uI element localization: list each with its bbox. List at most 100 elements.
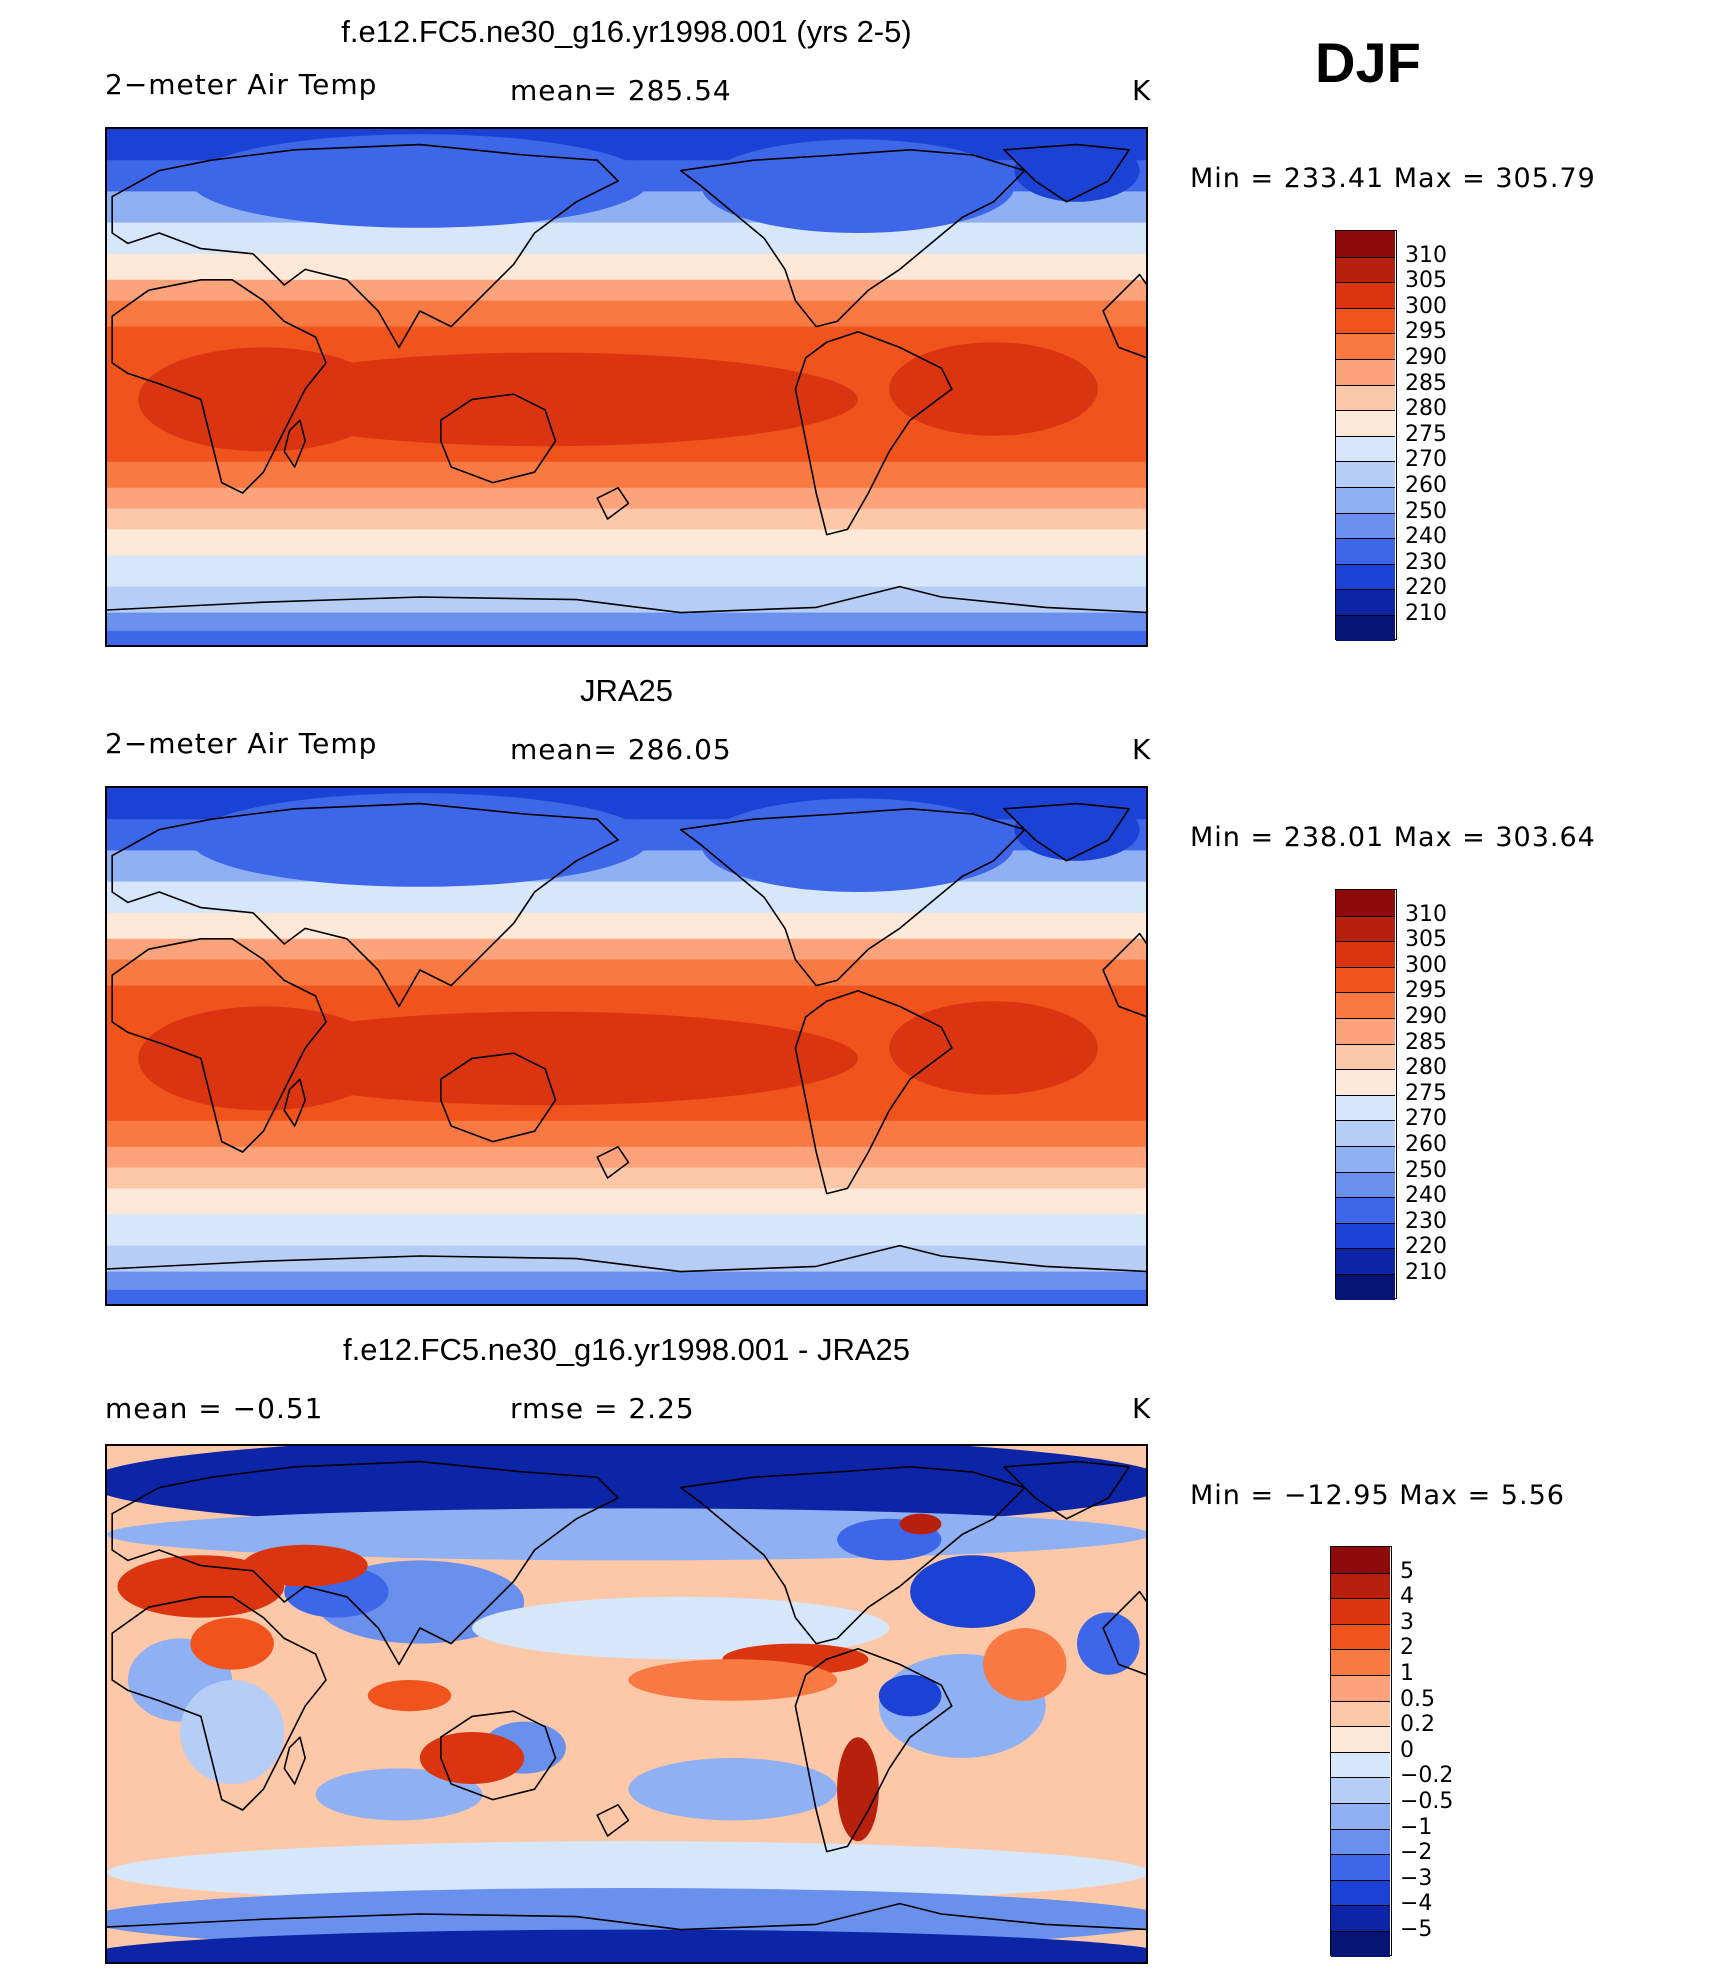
colorbar-tick-label: 0.2 xyxy=(1400,1712,1435,1738)
colorbar-tick-label: −5 xyxy=(1400,1917,1433,1942)
colorbar-tick-label: 295 xyxy=(1405,978,1447,1004)
coastline-africa xyxy=(111,1596,327,1811)
coastline-australia xyxy=(440,393,557,484)
colorbar-tick-label: −3 xyxy=(1400,1865,1433,1891)
coastline-eurasia xyxy=(111,143,619,349)
minmax-label-obs: Min = 238.01 Max = 303.64 xyxy=(1190,822,1596,853)
temperature-band xyxy=(107,586,1146,614)
diff-region xyxy=(837,1737,879,1842)
warm-pool xyxy=(889,1001,1098,1095)
colorbar-swatch xyxy=(1336,307,1395,334)
colorbar-swatch xyxy=(1331,1879,1390,1906)
temperature-band xyxy=(107,912,1146,940)
diff-region xyxy=(899,1513,942,1535)
temperature-band xyxy=(107,300,1146,328)
diff-region xyxy=(180,1680,285,1784)
temperature-band xyxy=(107,222,1146,255)
colorbar-tick-label: 0.5 xyxy=(1400,1686,1435,1712)
colorbar-swatch xyxy=(1336,256,1395,283)
temperature-band xyxy=(107,529,1146,557)
warm-pool xyxy=(138,1006,389,1111)
colorbar-boxes xyxy=(1330,1546,1392,1957)
colorbar-tick-label: 220 xyxy=(1405,575,1447,601)
colorbar-swatch xyxy=(1331,1751,1390,1778)
map-model xyxy=(105,127,1148,647)
diff-region xyxy=(190,1617,274,1670)
colorbar-swatch xyxy=(1336,1248,1395,1274)
diff-region xyxy=(910,1555,1036,1628)
coastline-antarctica xyxy=(107,1244,1146,1273)
colorbar-tick-label: 3 xyxy=(1400,1609,1414,1635)
coastline-australia xyxy=(440,1710,557,1801)
colorbar-tick-label: 290 xyxy=(1405,345,1447,370)
coastline-greenland xyxy=(1003,143,1130,203)
cold-region xyxy=(1014,798,1140,861)
diff-region xyxy=(628,1659,838,1701)
units-label-model: K xyxy=(1132,74,1152,107)
colorbar-tick-label: 240 xyxy=(1405,1183,1447,1209)
panel-title-model: f.e12.FC5.ne30_g16.yr1998.001 (yrs 2-5) xyxy=(341,14,912,49)
colorbar-swatch xyxy=(1336,435,1395,462)
warm-pool xyxy=(138,347,389,452)
temperature-band xyxy=(107,508,1146,531)
coastlines xyxy=(107,1460,1146,1931)
coastline-southamerica xyxy=(794,990,953,1195)
colorbar-boxes xyxy=(1335,230,1397,641)
coastline-antarctica xyxy=(107,585,1146,614)
map-diff xyxy=(105,1444,1148,1964)
colorbar-swatch xyxy=(1336,615,1395,641)
colorbar-swatch xyxy=(1331,1726,1390,1752)
temperature-band xyxy=(107,881,1146,914)
coastline-newzealand xyxy=(596,1146,630,1179)
diff-region xyxy=(107,1446,1146,1530)
colorbar-swatch xyxy=(1336,1120,1395,1146)
colorbar-tick-label: 270 xyxy=(1405,1106,1447,1132)
coastline-africa xyxy=(111,279,327,494)
panel-title-obs: JRA25 xyxy=(579,673,674,708)
colorbar-swatch xyxy=(1336,538,1395,564)
colorbar-boxes xyxy=(1335,889,1397,1300)
coastlines xyxy=(107,143,1146,614)
colorbar-swatch xyxy=(1336,966,1395,993)
colorbar-tick-label: 310 xyxy=(1405,242,1447,268)
colorbar-swatch xyxy=(1336,487,1395,513)
colorbar-swatch xyxy=(1336,1274,1395,1300)
colorbar-tick-label: 240 xyxy=(1405,524,1447,550)
colorbar-tick-label: 1 xyxy=(1400,1661,1414,1686)
colorbar-swatch xyxy=(1336,992,1395,1018)
diff-region xyxy=(628,1758,838,1821)
temperature-band xyxy=(107,279,1146,302)
variable-label-obs: 2−meter Air Temp xyxy=(105,727,378,760)
polar-cold xyxy=(107,1289,1146,1304)
colorbar-tick-label: 2 xyxy=(1400,1635,1414,1661)
colorbar-swatch xyxy=(1331,1623,1390,1650)
colorbar-tick-label: 305 xyxy=(1405,268,1447,294)
temperature-band xyxy=(107,1146,1146,1169)
coastline-northamerica xyxy=(679,149,1026,328)
temperature-band xyxy=(107,461,1146,489)
coastline-eurasia xyxy=(111,1460,619,1666)
colorbar-swatch xyxy=(1336,359,1395,385)
colorbar-tick-label: −0.5 xyxy=(1400,1789,1454,1814)
diff-region xyxy=(107,1841,1146,1904)
colorbar-tick-label: 305 xyxy=(1405,927,1447,953)
diff-region xyxy=(367,1680,452,1712)
diff-region xyxy=(107,1929,1146,1962)
mean-label-diff: mean = −0.51 xyxy=(105,1392,324,1425)
colorbar-swatch xyxy=(1336,384,1395,411)
colorbar-tick-label: 280 xyxy=(1405,1055,1447,1081)
colorbar-swatch xyxy=(1336,1094,1395,1121)
units-label-diff: K xyxy=(1132,1392,1152,1425)
colorbar-swatch xyxy=(1331,1777,1390,1803)
colorbar-swatch xyxy=(1336,1222,1395,1249)
coastline-eurasia xyxy=(111,802,619,1008)
colorbar-tick-label: −0.2 xyxy=(1400,1763,1454,1789)
cold-region xyxy=(701,139,1015,233)
temperature-band xyxy=(107,1188,1146,1216)
coastline-northamerica xyxy=(679,1466,1026,1645)
cold-region xyxy=(701,798,1015,892)
colorbar-swatch xyxy=(1336,282,1395,308)
mean-label-model: mean= 285.54 xyxy=(510,74,732,107)
temperature-band xyxy=(107,938,1146,961)
season-label: DJF xyxy=(1315,31,1421,94)
